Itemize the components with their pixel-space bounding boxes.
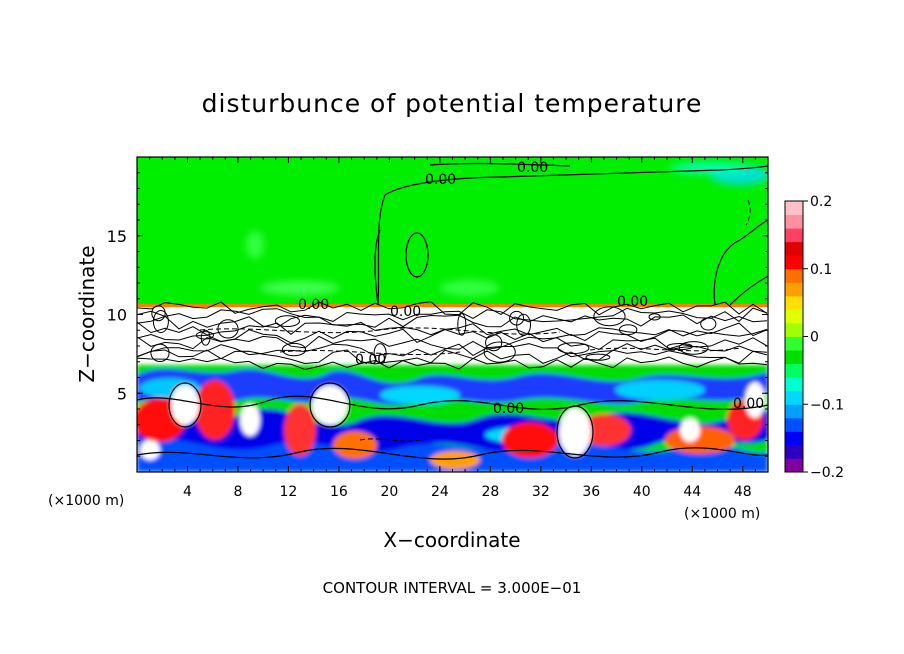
x-tick-label: 36	[582, 484, 600, 500]
tangle-loop	[200, 329, 211, 346]
tangle-loop	[151, 305, 166, 322]
tangle-loop	[678, 341, 709, 355]
colorbar-swatch	[785, 282, 803, 297]
tangle-loop	[150, 343, 170, 362]
contour-label: 0.00	[425, 172, 456, 188]
tangle-loop	[648, 313, 661, 321]
tangle-loop	[373, 343, 387, 364]
colorbar-swatch	[785, 214, 803, 229]
colorbar-tick-label: 0	[810, 330, 819, 346]
colorbar-swatch	[785, 268, 803, 283]
contour-label: 0.00	[517, 160, 548, 176]
colorbar-swatch	[785, 322, 803, 337]
x-tick-label: 28	[481, 484, 499, 500]
contour-label: 0.00	[617, 294, 648, 310]
tangle-loop	[281, 342, 307, 357]
colorbar-ticks: 0.2 0.1 0 −0.1 −0.2	[803, 194, 844, 481]
y-axis-label: Z−coordinate	[75, 245, 99, 382]
tangle-loop	[700, 317, 717, 331]
tangle-loop	[483, 341, 516, 363]
contour-lines	[137, 162, 768, 460]
colorbar-swatch	[785, 377, 803, 392]
contour-label: 0.00	[493, 401, 524, 417]
chart-title: disturbunce of potential temperature	[202, 89, 703, 118]
tangle-loop	[509, 310, 525, 326]
colorbar-swatch	[785, 458, 803, 473]
lower-layer	[137, 365, 768, 472]
x-unit-left: (×1000 m)	[48, 493, 124, 509]
x-tick-label: 16	[330, 484, 348, 500]
colorbar-swatch	[785, 241, 803, 256]
colorbar-tick-label: −0.2	[810, 465, 844, 481]
x-tick-label: 48	[734, 484, 752, 500]
x-tick-label: 44	[683, 484, 701, 500]
contour-label: 0.00	[733, 396, 764, 412]
colorbar	[784, 200, 804, 473]
dashed-contours	[199, 199, 751, 442]
colorbar-swatch	[785, 417, 803, 432]
x-tick-label: 8	[233, 484, 242, 500]
tangle-line	[137, 335, 768, 351]
x-tick-label: 4	[183, 484, 192, 500]
contour-label: 0.00	[355, 352, 386, 368]
colorbar-swatch	[785, 255, 803, 270]
tangle-line	[137, 301, 768, 316]
x-tick-label: 20	[380, 484, 398, 500]
tangle-loop	[152, 310, 169, 333]
contour-label: 0.00	[298, 297, 329, 313]
tangle-loop	[274, 315, 300, 328]
colorbar-swatch	[785, 309, 803, 324]
colorbar-swatch	[785, 431, 803, 446]
tropopause-contours	[137, 301, 768, 371]
tangle-loop	[195, 331, 214, 340]
tangle-loop	[619, 324, 638, 336]
tangle-loop	[557, 342, 590, 355]
y-tick-label: 10	[107, 306, 127, 325]
x-axis-label: X−coordinate	[383, 528, 520, 552]
tangle-line	[137, 349, 768, 365]
plot-area: 0.00 0.00 0.00 0.00 0.00 0.00 0.00 0.00	[136, 156, 769, 473]
colorbar-swatch	[785, 363, 803, 378]
colorbar-swatch	[785, 350, 803, 365]
tangle-loop	[593, 306, 626, 327]
y-tick-label: 5	[117, 384, 127, 403]
y-axis: 5 10 15	[107, 172, 768, 457]
x-tick-label: 40	[633, 484, 651, 500]
tangle-loop	[666, 343, 693, 351]
colorbar-tick-label: −0.1	[810, 397, 844, 413]
contour-label: 0.00	[390, 304, 421, 320]
tangle-line	[137, 356, 768, 371]
colorbar-swatch	[785, 295, 803, 310]
x-tick-label: 12	[280, 484, 298, 500]
colorbar-swatch	[785, 390, 803, 405]
tangle-line	[137, 307, 768, 323]
colorbar-swatch	[785, 228, 803, 243]
tangle-loop	[457, 313, 467, 336]
colorbar-swatch	[785, 201, 803, 216]
colorbar-swatch	[785, 336, 803, 351]
x-tick-label: 32	[532, 484, 550, 500]
colorbar-tick-label: 0.1	[810, 262, 832, 278]
tangle-loop	[485, 334, 503, 352]
colorbar-tick-label: 0.2	[810, 194, 832, 210]
colorbar-swatch	[785, 444, 803, 459]
tangle-line	[137, 343, 768, 358]
tangle-loop	[585, 353, 611, 361]
colorbar-swatch	[785, 404, 803, 419]
contour-labels: 0.00 0.00 0.00 0.00 0.00 0.00 0.00 0.00	[298, 160, 764, 417]
x-unit-right: (×1000 m)	[684, 506, 760, 522]
tangle-line	[137, 314, 768, 330]
tropopause-edge	[137, 304, 768, 307]
y-tick-label: 15	[107, 227, 127, 246]
x-axis: 4 8 12 16 20 24 28 32 36 40 44 48	[149, 157, 756, 500]
x-tick-label: 24	[431, 484, 449, 500]
upper-layer-fill	[137, 157, 768, 305]
contour-interval: CONTOUR INTERVAL = 3.000E−01	[323, 579, 582, 597]
